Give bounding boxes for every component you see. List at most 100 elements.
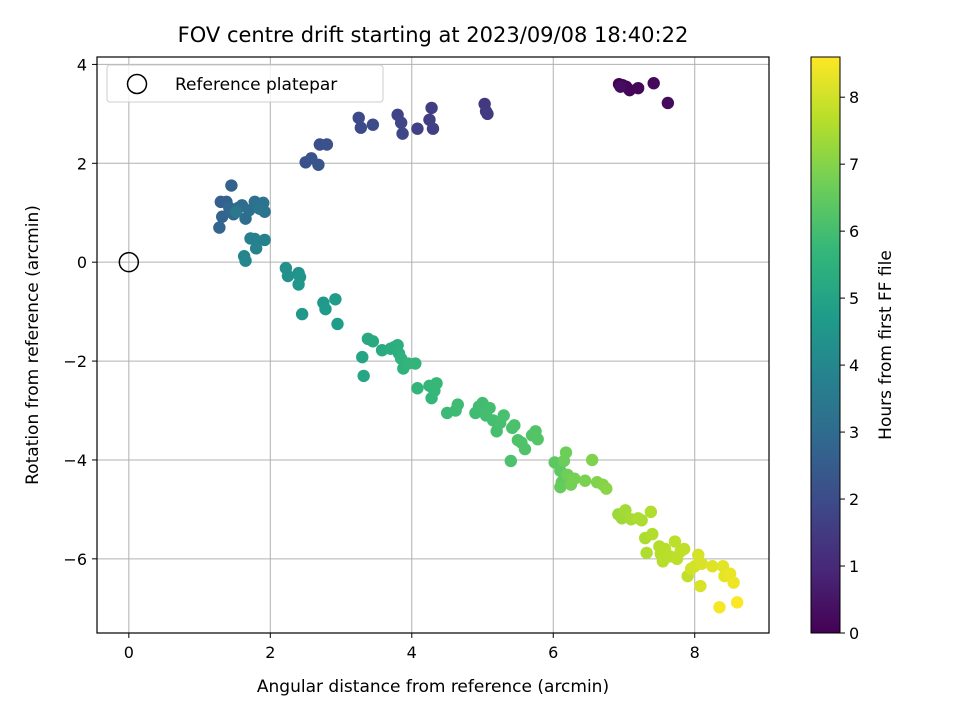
x-tick-label: 0 — [124, 643, 134, 662]
legend-box — [106, 64, 384, 103]
x-axis-label: Angular distance from reference (arcmin) — [257, 677, 609, 697]
y-tick-label: 0 — [77, 253, 87, 272]
scatter-point — [644, 505, 658, 519]
scatter-point — [497, 409, 510, 422]
scatter-point — [578, 474, 592, 487]
colorbar-tick-label: 2 — [849, 490, 859, 509]
y-axis-label: Rotation from reference (arcmin) — [23, 205, 43, 485]
scatter-point — [635, 514, 648, 527]
colorbar-tick-label: 8 — [849, 88, 859, 107]
scatter-point — [409, 357, 422, 370]
x-tick-label: 6 — [548, 643, 558, 662]
colorbar-tick-label: 7 — [849, 155, 859, 174]
scatter-point — [329, 293, 342, 306]
scatter-point — [661, 96, 675, 110]
scatter-point — [730, 596, 744, 609]
scatter-point — [451, 398, 464, 411]
scatter-point — [481, 107, 494, 121]
scatter-point — [411, 122, 424, 135]
legend-marker-reference — [126, 73, 148, 95]
scatter-point — [396, 127, 409, 140]
grid — [97, 57, 769, 633]
scatter-point — [253, 202, 266, 215]
scatter-point — [331, 317, 344, 331]
legend: Reference platepar — [106, 64, 384, 103]
x-tick-label: 4 — [407, 643, 417, 662]
scatter-point — [292, 278, 305, 291]
legend-entry-reference: Reference platepar — [175, 75, 337, 95]
scatter-point — [295, 307, 309, 321]
scatter-point — [248, 232, 261, 246]
scatter-point — [694, 579, 707, 593]
scatter-point — [554, 480, 567, 494]
scatter-point — [230, 205, 243, 218]
scatter-point — [631, 81, 645, 95]
scatter-point — [426, 122, 440, 135]
scatter-point — [319, 302, 332, 316]
scatter-point — [366, 335, 380, 348]
scatter-point — [239, 254, 252, 267]
scatter-point — [727, 576, 740, 589]
scatter-point — [320, 138, 334, 151]
colorbar-tick-label: 5 — [849, 289, 859, 308]
scatter-point — [508, 419, 521, 432]
x-tick-label: 2 — [265, 643, 275, 662]
scatter-point — [647, 77, 660, 90]
y-tick-label: −2 — [63, 352, 87, 371]
scatter-point — [668, 535, 682, 548]
plot-frame — [96, 56, 770, 634]
y-axis-ticks: −6 −4 −2 0 2 4 — [63, 55, 97, 569]
colorbar-ticks: 0 1 2 3 4 5 6 7 8 — [840, 88, 859, 643]
scatter-point — [559, 446, 573, 459]
scatter-point — [281, 269, 295, 283]
scatter-point — [258, 233, 271, 247]
scatter-point — [531, 432, 544, 446]
colorbar-tick-label: 4 — [849, 356, 859, 375]
scatter-point — [356, 350, 369, 364]
colorbar-gradient — [810, 56, 841, 634]
scatter-point — [695, 557, 708, 570]
scatter-point — [354, 121, 368, 134]
scatter-point — [483, 401, 496, 415]
colorbar: 0 1 2 3 4 5 6 7 8 Hours from first FF file — [810, 56, 896, 643]
scatter-point — [706, 560, 719, 573]
colorbar-tick-label: 3 — [849, 423, 859, 442]
colorbar-label: Hours from first FF file — [876, 250, 896, 440]
y-tick-label: 2 — [77, 154, 87, 173]
scatter-point — [568, 472, 581, 485]
chart-title: FOV centre drift starting at 2023/09/08 … — [178, 23, 689, 47]
scatter-point — [366, 118, 380, 131]
y-tick-label: 4 — [77, 55, 87, 74]
scatter-point — [640, 546, 653, 560]
scatter-point — [430, 377, 443, 390]
scatter-point — [352, 111, 365, 125]
scatter-point — [394, 116, 408, 129]
scatter-point — [646, 527, 659, 541]
scatter-point — [357, 369, 370, 383]
scatter-point — [411, 382, 424, 395]
scatter-point — [225, 179, 238, 192]
y-tick-label: −4 — [63, 451, 87, 470]
y-tick-label: −6 — [63, 550, 87, 569]
scatter-point — [713, 601, 726, 614]
scatter-point — [504, 454, 518, 468]
scatter-point — [677, 542, 691, 556]
scatter-point — [585, 453, 599, 467]
scatter-point — [312, 158, 325, 171]
scatter-point — [614, 80, 627, 93]
scatter-point — [518, 442, 532, 456]
scatter-points — [118, 77, 744, 614]
scatter-point — [216, 210, 229, 223]
scatter-point — [600, 482, 613, 495]
x-axis-ticks: 0 2 4 6 8 — [124, 633, 700, 662]
scatter-point — [213, 221, 226, 234]
scatter-point — [425, 101, 438, 115]
colorbar-tick-label: 6 — [849, 222, 859, 241]
scatter-point — [249, 242, 263, 255]
reference-platepar-point — [118, 251, 140, 273]
colorbar-tick-label: 0 — [849, 624, 859, 643]
scatter-point — [619, 504, 632, 517]
colorbar-tick-label: 1 — [849, 557, 859, 576]
x-tick-label: 8 — [690, 643, 700, 662]
